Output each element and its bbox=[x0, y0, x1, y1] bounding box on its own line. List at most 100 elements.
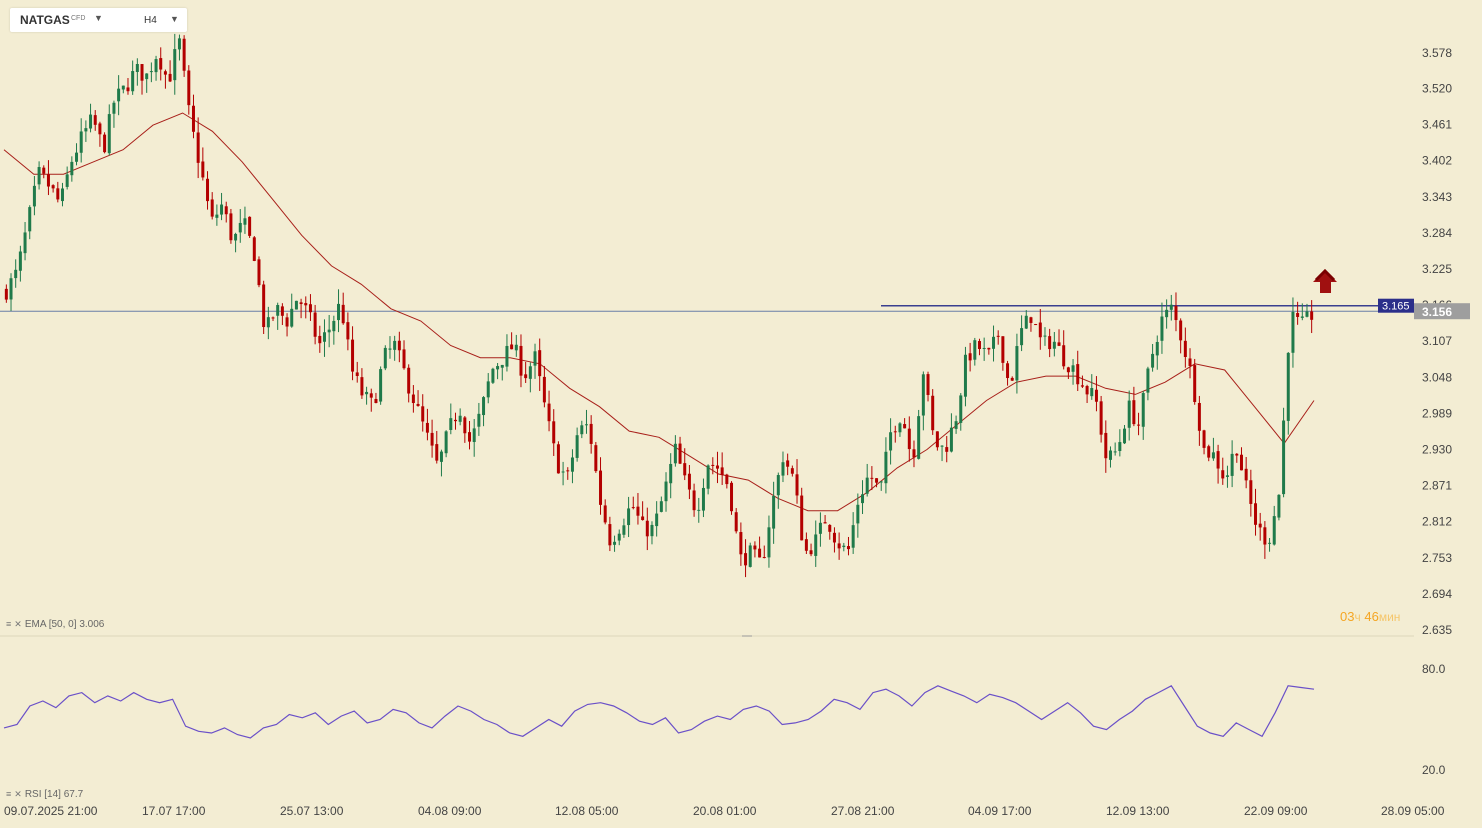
timeframe-dropdown-icon[interactable]: ▼ bbox=[170, 14, 179, 24]
bull-candle bbox=[1268, 542, 1272, 544]
bear-candle bbox=[1057, 342, 1061, 346]
bull-candle bbox=[18, 251, 22, 271]
price-axis-label: 2.753 bbox=[1422, 551, 1452, 565]
bear-candle bbox=[1076, 364, 1080, 385]
symbol-dropdown-icon[interactable]: ▼ bbox=[94, 13, 103, 23]
bear-candle bbox=[196, 132, 200, 163]
bull-candle bbox=[1052, 341, 1056, 349]
bull-candle bbox=[1169, 304, 1173, 310]
bull-candle bbox=[949, 427, 953, 452]
bull-candle bbox=[1277, 494, 1281, 518]
bear-candle bbox=[163, 71, 167, 75]
bear-candle bbox=[126, 87, 130, 92]
bear-candle bbox=[692, 490, 696, 511]
bull-candle bbox=[514, 344, 518, 351]
bull-candle bbox=[266, 317, 270, 328]
bear-candle bbox=[1137, 424, 1141, 426]
bear-candle bbox=[645, 520, 649, 537]
bear-candle bbox=[804, 539, 808, 551]
bull-candle bbox=[383, 347, 387, 369]
bull-candle bbox=[117, 88, 121, 102]
current-price-tag-text: 3.156 bbox=[1422, 305, 1452, 319]
bear-candle bbox=[397, 340, 401, 351]
time-axis-label: 12.09 13:00 bbox=[1106, 804, 1170, 818]
bear-candle bbox=[687, 473, 691, 490]
bear-candle bbox=[641, 516, 645, 521]
bear-candle bbox=[1010, 377, 1014, 381]
bear-candle bbox=[739, 532, 743, 555]
time-axis-label: 12.08 05:00 bbox=[555, 804, 619, 818]
bear-candle bbox=[870, 477, 874, 479]
bull-candle bbox=[959, 395, 963, 423]
bear-candle bbox=[351, 339, 355, 372]
bull-candle bbox=[491, 368, 495, 383]
bear-candle bbox=[416, 403, 420, 406]
bear-candle bbox=[346, 322, 350, 340]
bull-candle bbox=[154, 59, 158, 73]
bull-candle bbox=[851, 525, 855, 548]
rsi-name: RSI bbox=[24, 789, 42, 800]
rsi-params: [14] bbox=[44, 789, 61, 800]
bull-candle bbox=[449, 418, 453, 430]
indicator-settings-icon[interactable]: ≡ bbox=[6, 619, 12, 629]
bear-candle bbox=[542, 376, 546, 403]
bear-candle bbox=[98, 123, 102, 135]
time-axis-label: 09.07.2025 21:00 bbox=[4, 804, 98, 818]
bull-candle bbox=[500, 364, 504, 368]
indicator-close-icon[interactable]: ✕ bbox=[14, 789, 22, 799]
bull-candle bbox=[767, 527, 771, 558]
bear-candle bbox=[159, 58, 163, 70]
bear-candle bbox=[790, 468, 794, 474]
bear-candle bbox=[786, 460, 790, 467]
bear-candle bbox=[1048, 336, 1052, 350]
bear-candle bbox=[725, 474, 729, 485]
bull-candle bbox=[477, 413, 481, 427]
bull-candle bbox=[121, 85, 125, 90]
bear-candle bbox=[1034, 324, 1038, 326]
bull-candle bbox=[1090, 388, 1094, 397]
bull-candle bbox=[444, 431, 448, 454]
time-axis-label: 22.09 09:00 bbox=[1244, 804, 1308, 818]
bull-candle bbox=[1141, 393, 1145, 427]
symbol-selector[interactable]: NATGAS CFD ▼ H4 ▼ bbox=[10, 8, 187, 32]
bear-candle bbox=[313, 312, 317, 337]
bear-candle bbox=[4, 288, 8, 300]
bear-candle bbox=[734, 512, 738, 532]
bull-candle bbox=[215, 214, 219, 218]
bear-candle bbox=[285, 317, 289, 327]
bear-candle bbox=[46, 174, 50, 187]
indicator-settings-icon[interactable]: ≡ bbox=[6, 789, 12, 799]
resistance-price-tag bbox=[1378, 298, 1414, 313]
bull-candle bbox=[458, 415, 462, 422]
price-axis-label: 3.343 bbox=[1422, 190, 1452, 204]
bear-candle bbox=[1029, 317, 1033, 323]
time-axis-label: 20.08 01:00 bbox=[693, 804, 757, 818]
price-axis-label: 2.871 bbox=[1422, 479, 1452, 493]
bear-candle bbox=[360, 377, 364, 396]
bear-candle bbox=[51, 185, 55, 189]
bear-candle bbox=[463, 417, 467, 434]
bear-candle bbox=[730, 482, 734, 512]
bull-candle bbox=[1123, 428, 1127, 444]
bear-candle bbox=[355, 372, 359, 376]
bear-candle bbox=[1193, 365, 1197, 402]
bear-candle bbox=[56, 188, 60, 200]
indicator-close-icon[interactable]: ✕ bbox=[14, 619, 22, 629]
bear-candle bbox=[425, 422, 429, 433]
up-arrow-shape bbox=[1313, 270, 1337, 293]
bear-candle bbox=[753, 545, 757, 550]
bull-candle bbox=[131, 71, 135, 92]
symbol-name: NATGAS bbox=[20, 13, 70, 27]
bear-candle bbox=[510, 344, 514, 350]
bull-candle bbox=[748, 545, 752, 567]
bear-candle bbox=[935, 431, 939, 448]
bull-candle bbox=[664, 481, 668, 502]
bear-candle bbox=[823, 522, 827, 524]
bull-candle bbox=[818, 522, 822, 534]
bull-candle bbox=[1043, 335, 1047, 337]
bull-candle bbox=[472, 428, 476, 443]
bull-candle bbox=[921, 374, 925, 416]
bull-candle bbox=[575, 435, 579, 458]
bear-candle bbox=[968, 353, 972, 361]
